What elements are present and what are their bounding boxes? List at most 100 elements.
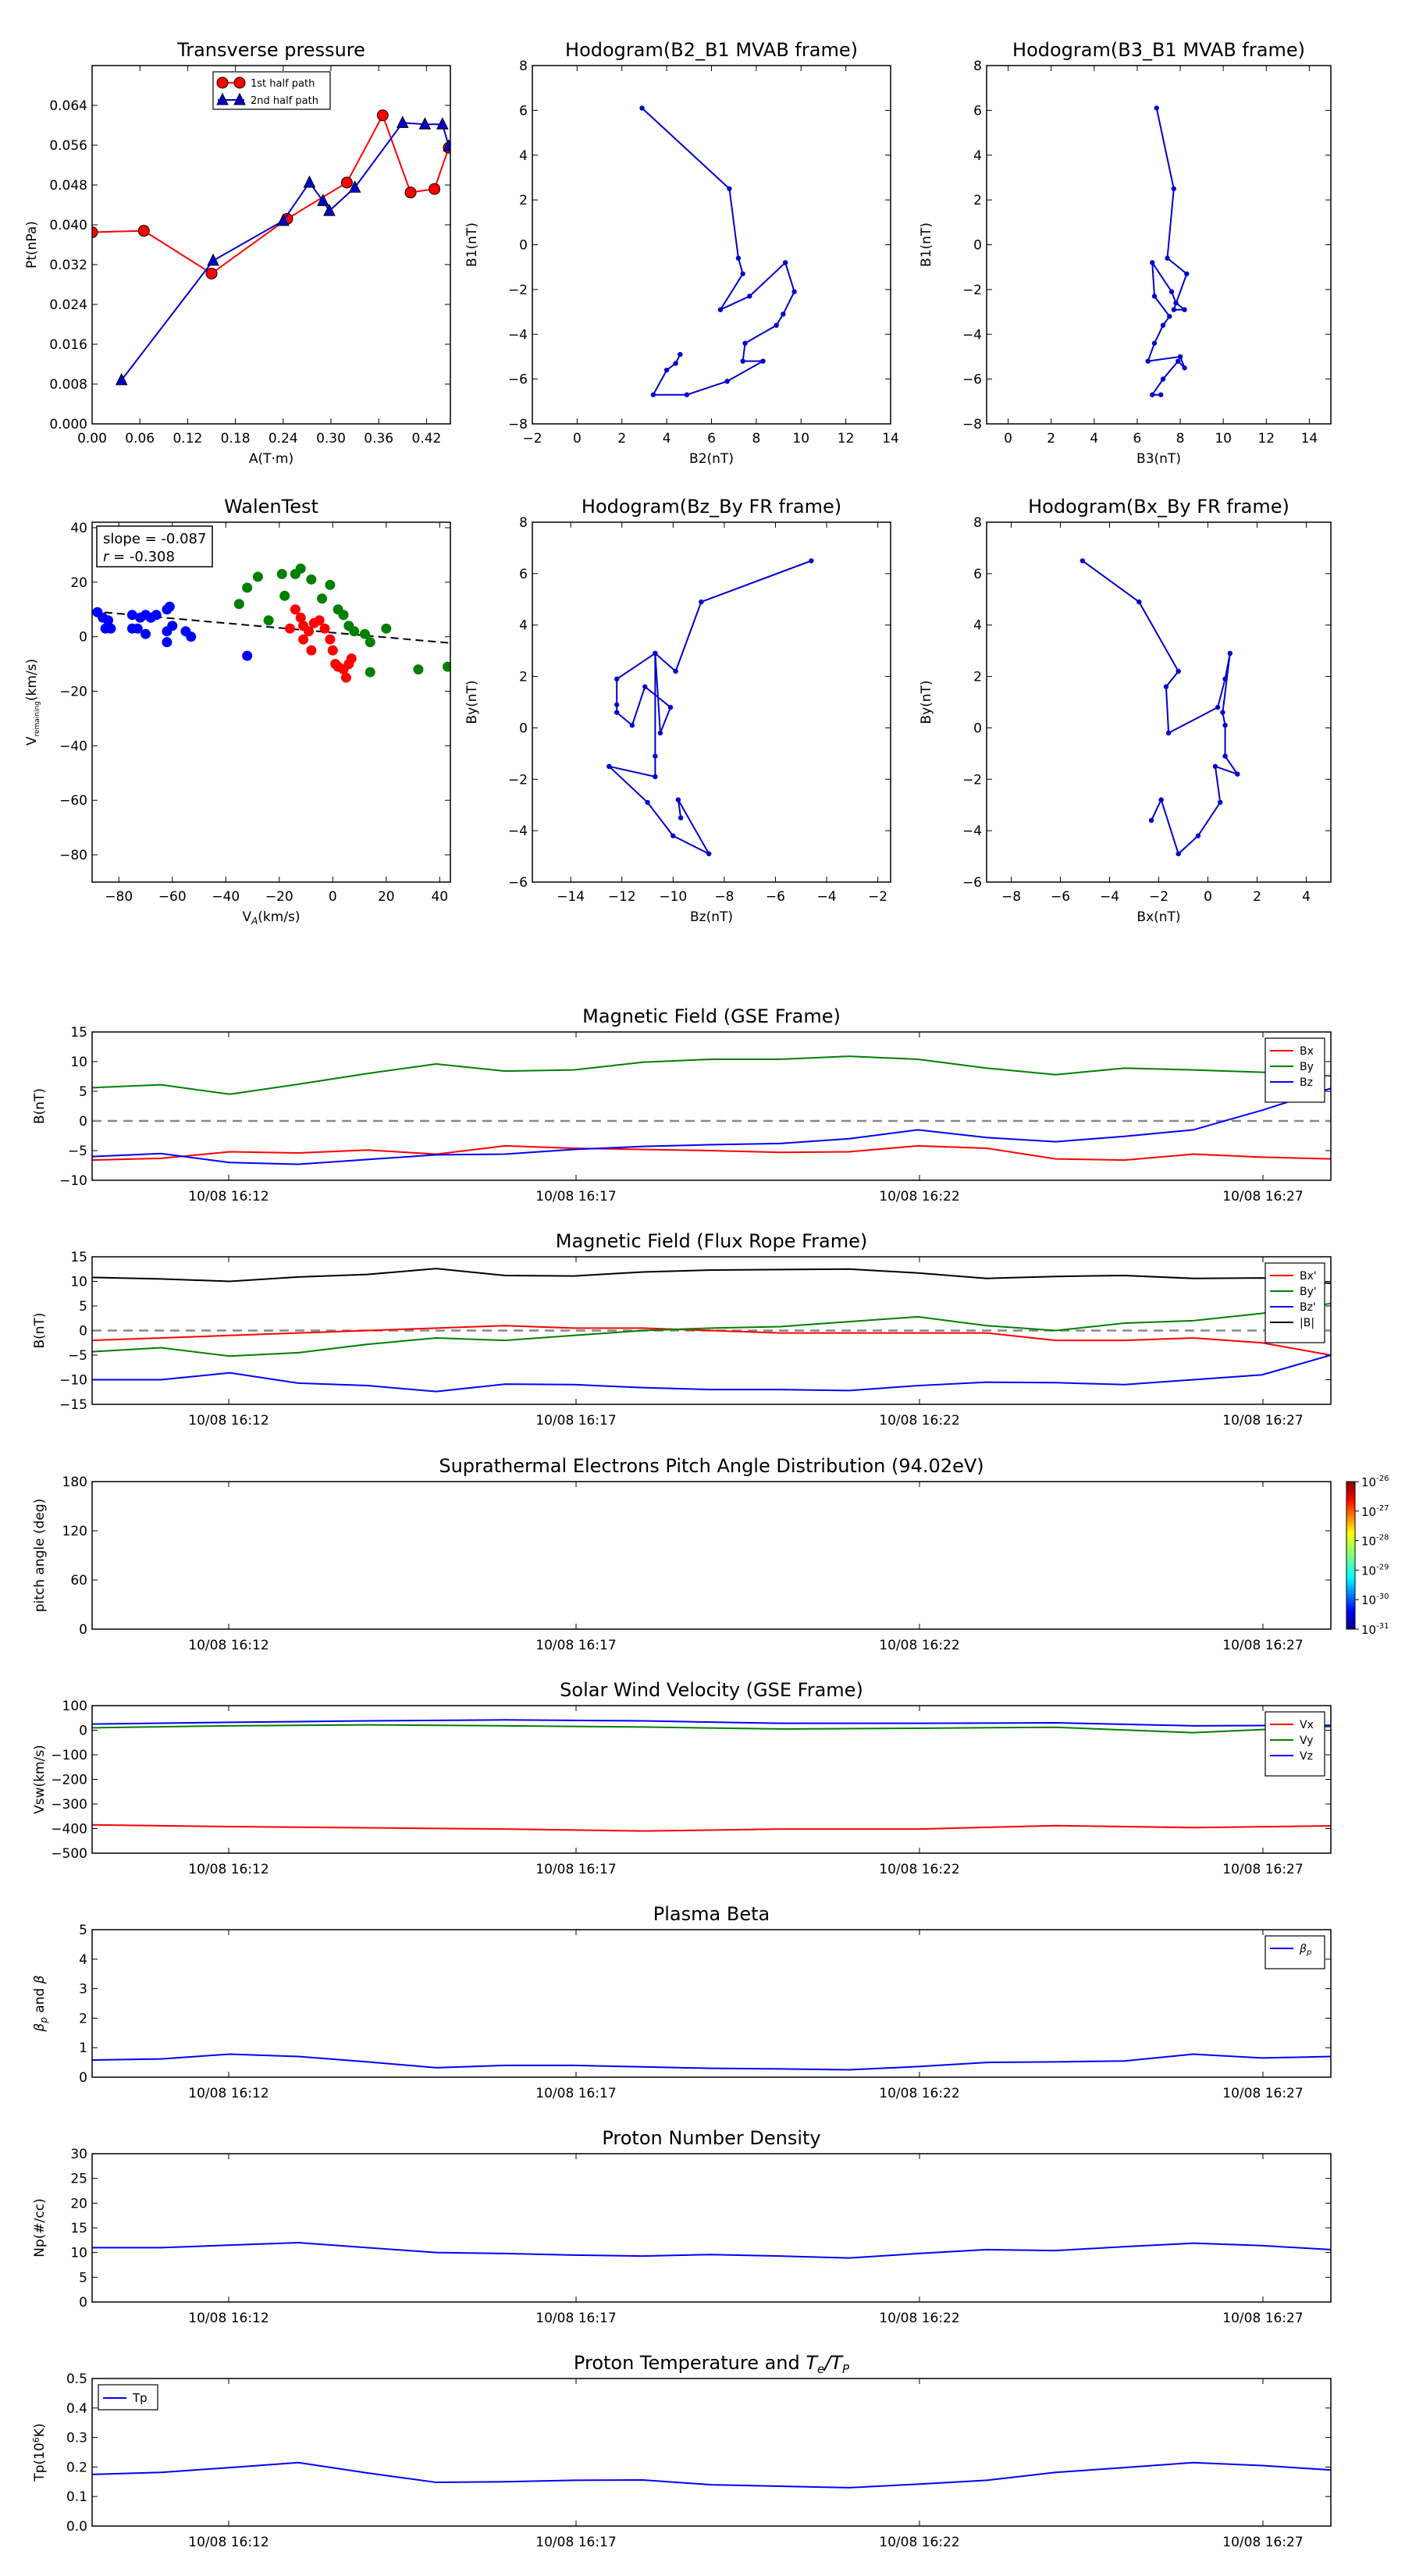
plot-area [92,109,450,386]
data-point [216,92,229,105]
data-point [1158,392,1164,397]
x-tick-label: 0.00 [77,431,107,447]
x-tick-label: 0 [573,431,582,447]
plot-frame [91,2378,1332,2527]
series-line-|B| [92,1268,1331,1285]
y-tick-label: 0 [79,2070,87,2086]
plot-area [92,2461,1331,2489]
y-tick-label: 8 [973,515,982,531]
data-point [365,667,375,678]
y-tick-label: 0 [973,238,982,254]
series-line-Bx [92,1144,1331,1162]
y-tick-label: 5 [79,1084,87,1100]
data-point [216,76,229,89]
data-point [443,139,450,151]
plot-frame [91,1031,1332,1181]
x-tick-label: 10/08 16:27 [1222,2535,1303,2550]
y-axis-label: By(nT) [919,680,934,724]
data-point [1171,307,1176,312]
legend-box [1264,1037,1325,1103]
data-point [1136,599,1142,605]
data-point [614,676,620,682]
x-tick-label: −2 [868,889,887,905]
data-point [295,563,306,574]
y-tick-label: −6 [962,875,982,891]
data-point [314,615,325,626]
x-tick-label: 6 [1133,431,1142,447]
y-tick-label: −8 [508,417,528,432]
data-point [642,684,648,689]
y-tick-label: −6 [508,372,528,388]
data-point [306,645,317,656]
chart-title: Hodogram(Bz_By FR frame) [582,496,841,518]
y-tick-label: 0.016 [49,337,87,353]
data-point [348,180,361,193]
plot-area [92,1719,1331,1832]
y-tick-label: 0.048 [49,178,87,194]
y-tick-label: −100 [51,1748,87,1763]
series-line-By [92,1055,1331,1095]
y-tick-label: 2 [519,193,528,208]
y-tick-label: 0.008 [49,377,87,393]
data-point [365,637,375,648]
plot-frame [91,65,451,425]
y-tick-label: −4 [508,824,528,839]
regression-line [92,610,450,644]
plot-frame [532,65,891,425]
data-point [1165,730,1172,736]
y-tick-label: 20 [70,2196,87,2211]
series-line-β_p [92,2053,1331,2071]
legend-box [1264,1711,1325,1777]
data-point [1222,722,1228,728]
x-tick-label: −2 [1149,889,1168,905]
x-tick-label: 12 [1257,431,1275,447]
data-point [742,340,748,346]
y-tick-label: 0.032 [49,258,87,273]
data-point [164,601,175,612]
data-point [673,668,678,674]
data-point [1176,851,1181,856]
y-tick-label: 4 [519,148,528,164]
chart-title: Hodogram(B2_B1 MVAB frame) [565,39,858,61]
data-point [429,183,441,195]
data-point [781,311,786,317]
x-tick-label: −6 [766,889,785,905]
x-tick-label: 10/08 16:22 [879,2535,959,2550]
data-point [782,260,788,265]
data-point [1215,704,1221,710]
y-tick-label: 4 [519,618,528,634]
data-point [92,226,98,239]
series-line-series-1 [1082,560,1240,856]
y-axis-label: βp and β [32,1975,49,2032]
x-tick-label: 0.42 [411,431,441,447]
y-tick-label: 10 [70,2246,87,2261]
x-tick-label: 10/08 16:12 [188,2086,269,2101]
legend-label: Bz [1300,1076,1313,1089]
data-point [340,176,353,189]
series-line-Bx' [92,1325,1331,1356]
data-point [1080,558,1086,564]
x-axis-label: B3(nT) [1136,451,1181,467]
colorbar [1346,1481,1356,1630]
annotation-r: r = -0.308 [103,549,175,565]
data-point [1160,376,1166,382]
x-tick-label: −8 [1001,889,1021,905]
y-tick-label: −2 [962,283,982,298]
chart-title: Hodogram(Bx_By FR frame) [1028,496,1289,518]
y-tick-label: 4 [973,148,982,164]
plot-area [92,2053,1331,2071]
x-tick-label: 20 [378,889,395,905]
x-tick-label: −60 [158,889,187,905]
y-tick-label: −5 [68,1144,87,1159]
x-tick-label: 4 [663,431,671,447]
y-tick-label: 3 [79,1982,87,1998]
data-point [673,361,678,366]
data-point [735,255,742,261]
x-tick-label: −10 [659,889,687,905]
plot-area [1145,105,1190,397]
y-tick-label: 40 [70,521,87,536]
plot-area [1080,558,1240,856]
data-point [436,117,449,130]
x-tick-label: 0.24 [269,431,298,447]
data-point [346,653,357,664]
